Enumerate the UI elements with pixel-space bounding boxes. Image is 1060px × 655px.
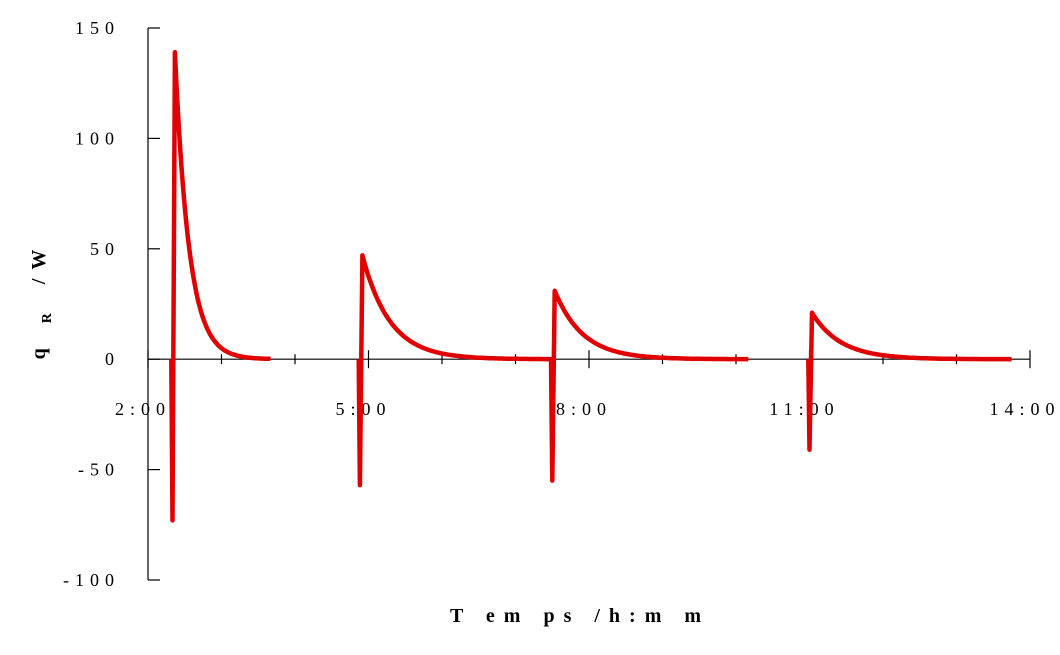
y-tick-label: 50 [90, 239, 120, 259]
series-pulse-1 [169, 50, 272, 523]
series-group [169, 50, 1013, 523]
y-axis-title-unit: /W [28, 241, 50, 286]
x-tick-label: 11:00 [769, 399, 839, 419]
y-tick-label: -50 [78, 460, 120, 480]
x-tick-label: 8:00 [556, 399, 612, 419]
x-tick-label: 2:00 [115, 399, 171, 419]
y-axis-title: q R /W [28, 241, 56, 360]
x-axis: 2:00 5:00 8:00 11:00 14:00 [115, 350, 1060, 419]
y-tick-label: 150 [75, 18, 120, 38]
y-axis-title-main: q [28, 339, 50, 359]
x-tick-label: 5:00 [335, 399, 391, 419]
series-pulse-2 [356, 253, 553, 488]
series-pulse-4 [806, 310, 1013, 452]
y-axis: 150 100 50 0 -50 -100 [63, 18, 160, 590]
y-axis-title-sub: R [40, 304, 55, 323]
x-tick-label: 14:00 [989, 399, 1060, 419]
series-pulse-3 [548, 288, 749, 483]
y-tick-label: -100 [63, 570, 120, 590]
svg-text:q R /W: q R /W [28, 241, 56, 360]
y-tick-label: 100 [75, 128, 120, 148]
y-tick-label: 0 [105, 349, 120, 369]
x-axis-title: T em ps /h:m m [450, 605, 710, 627]
